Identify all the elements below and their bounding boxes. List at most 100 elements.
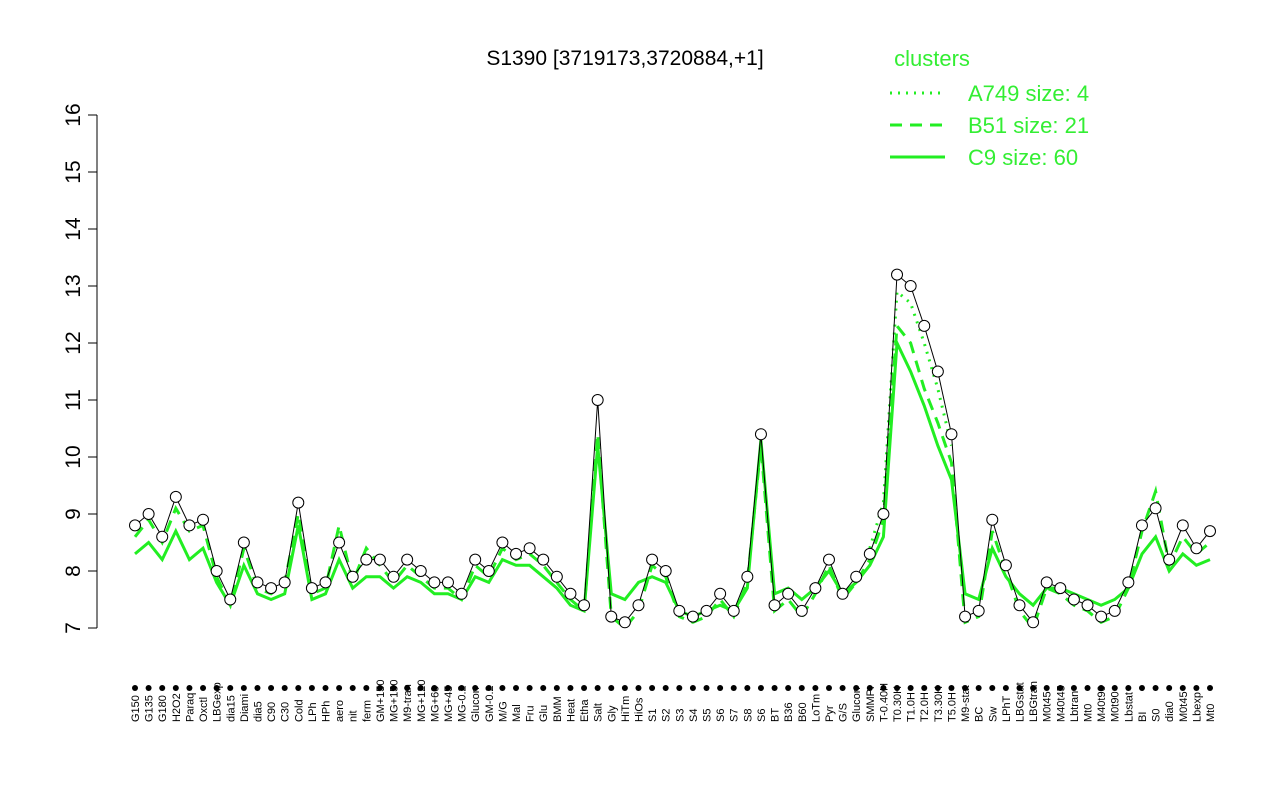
data-point	[822, 553, 835, 566]
data-point	[129, 519, 141, 532]
legend-title: clusters	[894, 46, 970, 71]
x-rug	[200, 685, 207, 691]
x-tick-label: Heat	[565, 699, 577, 722]
data-point	[305, 582, 318, 595]
x-rug	[744, 685, 751, 691]
x-rug	[1111, 685, 1118, 691]
x-rug	[390, 685, 397, 691]
data-point	[795, 604, 808, 617]
x-rug	[472, 685, 479, 691]
data-point	[237, 536, 250, 549]
x-rug	[227, 685, 234, 691]
x-rug	[458, 685, 465, 691]
y-tick-label: 7	[62, 622, 85, 634]
x-rug	[159, 685, 166, 691]
data-point	[169, 490, 182, 503]
data-point	[1122, 576, 1135, 589]
x-tick-label: Lbtran	[1069, 691, 1081, 722]
x-tick-label: G150	[130, 695, 142, 722]
data-point	[1067, 593, 1080, 606]
data-point	[646, 553, 659, 566]
data-point	[863, 547, 876, 560]
x-tick-label: MG-0.2	[457, 685, 469, 722]
x-rug	[485, 685, 492, 691]
x-rug	[308, 685, 315, 691]
x-tick-label: M9-tran	[402, 684, 414, 722]
x-tick-label: Oxctl	[198, 697, 210, 722]
data-point	[1095, 610, 1108, 623]
x-rug	[268, 685, 275, 691]
x-rug	[703, 685, 710, 691]
data-point	[496, 536, 509, 549]
x-rug	[540, 685, 547, 691]
x-rug	[812, 685, 819, 691]
x-tick-label: M9-stat	[960, 685, 972, 722]
data-point	[401, 553, 414, 566]
data-point	[918, 319, 931, 332]
x-rug	[894, 685, 901, 691]
data-point	[632, 599, 645, 612]
x-tick-label: Etha	[579, 698, 591, 722]
data-point	[360, 553, 373, 566]
x-rug	[785, 685, 792, 691]
x-tick-label: SMMPr	[865, 685, 877, 722]
data-point	[1081, 599, 1094, 612]
x-tick-label: C90	[266, 702, 278, 722]
x-rug	[431, 685, 438, 691]
x-tick-label: Fru	[525, 706, 537, 723]
data-point	[972, 604, 985, 617]
x-tick-label: M0t90	[1110, 691, 1122, 722]
data-point	[782, 587, 795, 600]
x-tick-label: Glu	[538, 705, 550, 722]
y-tick-label: 11	[62, 389, 85, 411]
x-rug	[771, 685, 778, 691]
x-rug	[594, 685, 601, 691]
x-rug	[499, 685, 506, 691]
data-point	[836, 587, 849, 600]
x-rug	[689, 685, 696, 691]
x-tick-label: Lbstat	[1123, 692, 1135, 722]
x-rug	[962, 685, 969, 691]
data-point	[183, 519, 196, 532]
data-point	[482, 565, 495, 577]
x-tick-label: S6	[756, 709, 768, 722]
x-rug	[975, 685, 982, 691]
y-tick-label: 8	[62, 565, 85, 577]
legend-label: B51 size: 21	[968, 113, 1089, 138]
data-point	[673, 604, 686, 617]
x-rug	[1084, 685, 1091, 691]
data-point	[346, 570, 359, 583]
x-tick-label: S4	[688, 709, 700, 722]
x-rug	[526, 685, 533, 691]
x-tick-label: BT	[770, 708, 782, 722]
x-rug	[676, 685, 683, 691]
data-point	[414, 565, 427, 577]
x-tick-label: dia0	[1164, 701, 1176, 722]
x-tick-label: S3	[674, 709, 686, 722]
data-point	[850, 570, 863, 583]
x-tick-label: H2O2	[171, 693, 183, 722]
x-tick-label: T3.30H	[933, 686, 945, 722]
x-rug	[1193, 685, 1200, 691]
x-rug	[513, 685, 520, 691]
data-point	[523, 542, 536, 555]
data-point	[686, 610, 699, 623]
x-tick-label: LBGstat	[1014, 682, 1026, 722]
x-tick-label: T0.30H	[892, 686, 904, 722]
x-tick-label: HPh	[321, 701, 333, 722]
x-tick-label: Mt0	[1083, 704, 1095, 722]
x-tick-label: M0t45	[1178, 691, 1190, 722]
x-tick-label: S5	[702, 709, 714, 722]
legend-label: C9 size: 60	[968, 145, 1078, 170]
x-rug	[1207, 685, 1213, 691]
x-tick-label: LBGtran	[1028, 681, 1040, 722]
x-rug	[717, 685, 724, 691]
x-tick-label: BMM	[552, 696, 564, 722]
x-tick-label: T-0.40H	[878, 683, 890, 722]
x-rug	[907, 685, 914, 691]
x-rug	[989, 685, 996, 691]
x-rug	[1166, 685, 1173, 691]
y-tick-label: 16	[62, 103, 85, 126]
